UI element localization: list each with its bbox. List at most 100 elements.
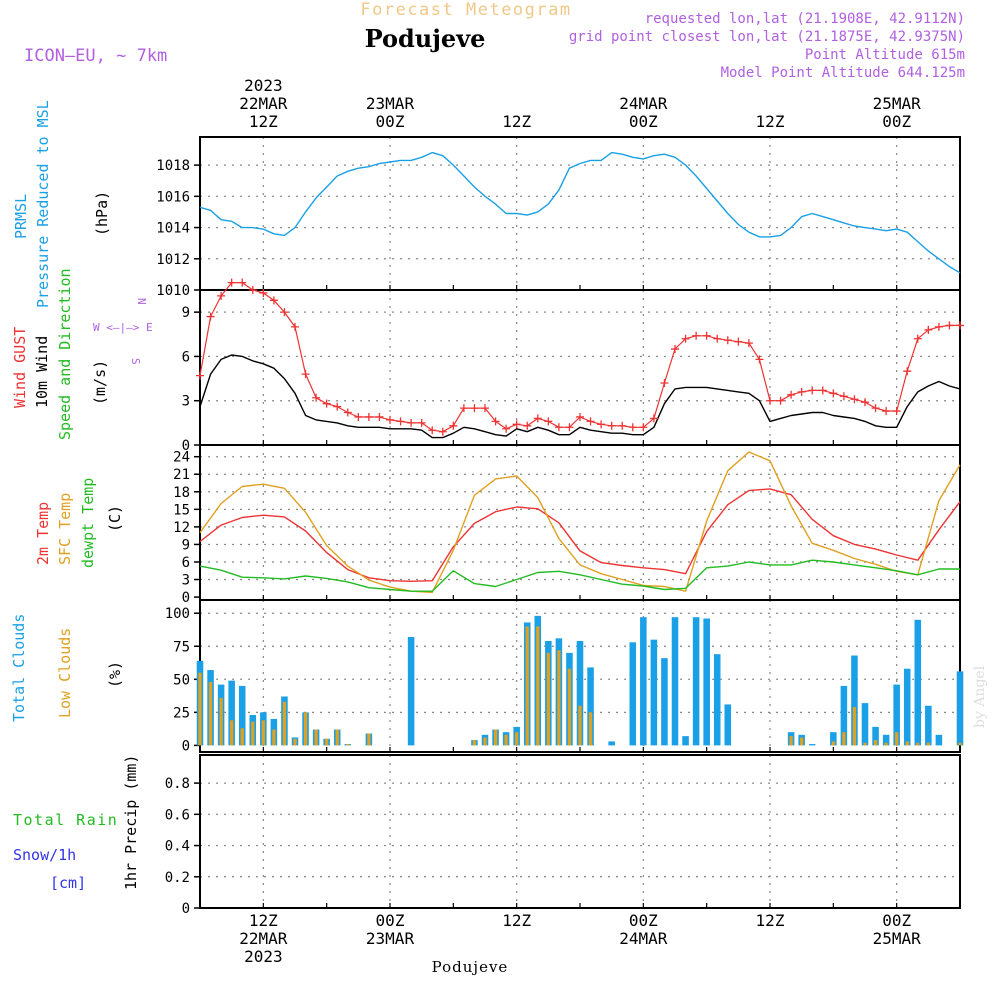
wind-gust-marker — [533, 414, 542, 423]
bottom-time-label: 22MAR — [239, 929, 288, 948]
wind-gust-marker — [702, 331, 711, 340]
y-tick-label: 75 — [173, 639, 190, 655]
wind-gust-marker — [818, 386, 827, 395]
low-cloud-bar — [926, 742, 930, 746]
wind-gust-marker — [597, 420, 606, 429]
wind-gust-marker — [766, 396, 774, 405]
wind-compass: N W <—|—> E S — [93, 298, 153, 365]
total-cloud-bar — [956, 671, 964, 746]
low-cloud-bar — [873, 740, 878, 746]
low-cloud-bar — [282, 701, 287, 746]
y-tick-label: 1014 — [156, 221, 190, 237]
wind-gust-marker — [797, 387, 806, 396]
dewpt-label: dewpt Temp — [79, 478, 97, 568]
low-cloud-bar — [483, 737, 487, 746]
y-tick-label: 0.2 — [165, 870, 190, 886]
wind-gust-marker — [554, 423, 563, 432]
temp-line-dewpt-temp — [199, 559, 960, 592]
wind-gust-marker — [913, 334, 922, 343]
low-cloud-bar — [916, 742, 920, 746]
panel-frame — [199, 136, 961, 291]
top-time-label: 2023 — [244, 76, 283, 95]
top-time-label: 12Z — [502, 112, 531, 131]
wind-gust-marker — [502, 424, 511, 433]
y-tick-label: 1018 — [156, 158, 190, 174]
footer-location: Podujeve — [432, 958, 509, 976]
total-cloud-bar — [925, 705, 932, 746]
wind-gust-marker — [934, 322, 943, 331]
pressure-unit: (hPa) — [93, 191, 111, 236]
y-tick-label: 0 — [182, 901, 190, 917]
total-cloud-bar — [692, 617, 700, 746]
y-tick-label: 0 — [182, 438, 190, 454]
low-cloud-bar — [367, 733, 371, 746]
total-cloud-bar — [671, 617, 679, 746]
wind-gust-marker — [576, 412, 584, 421]
wind-gust-marker — [839, 392, 848, 401]
top-time-label: 00Z — [882, 112, 911, 131]
total-cloud-bar — [629, 642, 637, 746]
wind-gust-marker — [206, 312, 215, 321]
y-tick-label: 24 — [173, 450, 190, 466]
wind-gust-marker — [481, 404, 489, 413]
total-cloud-bar — [724, 704, 732, 746]
wind-gust-marker — [628, 423, 637, 432]
y-tick-label: 6 — [182, 349, 190, 365]
total-cloud-bar — [608, 741, 615, 746]
y-tick-label: 100 — [165, 606, 190, 622]
y-tick-label: 0 — [182, 738, 190, 754]
low-cloud-bar — [230, 720, 234, 746]
y-tick-label: 50 — [173, 672, 190, 688]
wind-gust-marker — [386, 415, 394, 424]
wind-gust-marker — [280, 308, 289, 317]
wind-gust-marker — [312, 393, 321, 402]
bottom-time-label: 2023 — [244, 947, 283, 966]
bottom-time-label: 12Z — [756, 911, 785, 930]
total-cloud-bar — [640, 617, 647, 746]
top-time-label: 00Z — [376, 112, 405, 131]
wind-gust-marker — [681, 334, 690, 343]
wind-gust-marker — [671, 345, 679, 354]
wind-gust-marker — [322, 399, 331, 408]
pressure-msl-label: Pressure Reduced to MSL — [34, 100, 52, 308]
panel-frame — [199, 754, 961, 909]
top-time-label: 22MAR — [239, 94, 288, 113]
point-altitude: Point Altitude 615m — [805, 47, 965, 63]
total-clouds-label: Total Clouds — [10, 614, 28, 722]
total-cloud-bar — [830, 732, 837, 746]
total-cloud-bar — [238, 685, 246, 746]
y-tick-label: 0.6 — [165, 807, 190, 823]
wind-gust-marker — [523, 421, 532, 430]
low-cloud-bar — [842, 732, 846, 746]
y-tick-label: 3 — [182, 573, 190, 589]
y-tick-label: 1012 — [156, 252, 190, 268]
wind-gust-marker — [776, 396, 785, 405]
low-cloud-bar — [525, 626, 529, 746]
total-cloud-bar — [228, 680, 235, 746]
wind-gust-marker — [723, 336, 732, 345]
clouds-unit: (%) — [106, 661, 124, 688]
low-clouds-label: Low Clouds — [56, 628, 74, 718]
wind-gust-marker — [586, 417, 595, 426]
wind-gust-marker — [882, 407, 891, 416]
bottom-time-label: 00Z — [376, 911, 405, 930]
wind-gust-marker — [544, 417, 553, 426]
wind-gust-marker — [269, 296, 278, 305]
bottom-time-label: 25MAR — [873, 929, 922, 948]
compass-n: N — [135, 298, 148, 305]
low-cloud-bar — [272, 729, 276, 746]
wind-speed-dir-label: Speed and Direction — [56, 268, 74, 440]
low-cloud-bar — [314, 729, 318, 746]
wind-gust-marker — [565, 423, 574, 432]
prmsl-line — [199, 151, 961, 274]
wind-gust-marker — [829, 389, 838, 398]
low-cloud-bar — [831, 741, 835, 746]
precip-unit: 1hr Precip (mm) — [122, 755, 140, 890]
total-cloud-bar — [682, 736, 689, 746]
low-cloud-bar — [346, 744, 350, 746]
wind-gust-marker — [354, 412, 363, 421]
y-tick-label: 0.8 — [165, 776, 190, 792]
bottom-time-label: 24MAR — [619, 929, 668, 948]
wind-gust-marker — [396, 417, 405, 426]
model-label: ICON—EU, ~ 7km — [24, 46, 167, 66]
